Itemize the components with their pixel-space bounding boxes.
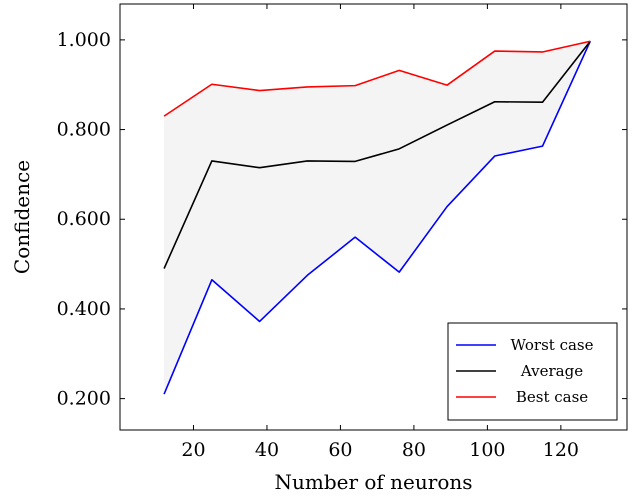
x-tick-label: 60 <box>328 439 352 461</box>
legend-label-worst-case: Worst case <box>510 336 593 354</box>
confidence-range-fill <box>164 41 591 395</box>
series-line-worst-case <box>163 40 591 395</box>
y-tick-label: 0.800 <box>57 119 111 141</box>
y-tick-label: 0.600 <box>57 208 111 230</box>
range-fill-area <box>164 41 591 395</box>
plot-area-frame <box>119 3 628 431</box>
legend-label-best-case: Best case <box>516 388 588 406</box>
x-tick-label: 120 <box>543 439 579 461</box>
x-tick-label: 40 <box>255 439 279 461</box>
y-tick-label: 0.200 <box>57 388 111 410</box>
legend-label-average: Average <box>520 362 583 380</box>
series-lines <box>163 40 591 395</box>
series-line-average <box>163 40 591 269</box>
x-tick-label: 100 <box>469 439 505 461</box>
x-tick-label: 80 <box>402 439 426 461</box>
series-line-best-case <box>163 40 591 117</box>
y-tick-label: 0.400 <box>57 298 111 320</box>
y-axis-title: Confidence <box>10 160 34 274</box>
legend: Worst case Average Best case <box>447 322 618 421</box>
x-axis-title: Number of neurons <box>274 470 472 494</box>
x-tick-label: 20 <box>181 439 205 461</box>
axis-ticks: 20 40 60 80 100 120 0.200 0.400 0.600 0.800 1.000 <box>57 4 627 461</box>
y-tick-label: 1.000 <box>57 29 111 51</box>
